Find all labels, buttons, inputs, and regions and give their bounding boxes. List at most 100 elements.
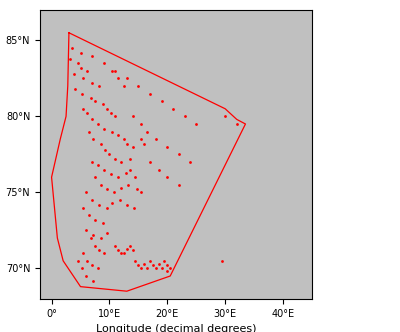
Point [182,114,188,119]
Point [78,91,85,96]
Point [129,144,136,149]
Point [88,235,94,241]
Point [126,243,133,248]
Point [138,190,144,195]
Point [144,129,150,134]
Point [118,185,124,191]
Point [98,182,104,188]
Point [124,76,130,81]
Point [117,197,123,203]
Point [88,96,94,101]
Point [138,266,144,271]
Point [108,172,114,177]
Point [89,197,95,203]
Point [126,156,133,162]
Point [84,111,91,116]
Point [86,129,92,134]
Point [132,175,139,180]
Point [222,114,228,119]
Point [118,251,124,256]
Point [72,86,78,92]
Point [115,76,121,81]
Point [121,251,127,256]
Point [164,175,170,180]
Point [84,68,91,73]
Point [111,190,117,195]
Point [98,235,104,241]
Point [77,50,84,55]
Point [152,266,159,271]
Point [78,266,85,271]
Point [164,263,170,268]
Point [89,80,95,86]
Point [121,136,127,142]
Point [95,121,101,126]
Point [144,266,150,271]
Point [103,231,110,236]
Point [147,91,153,96]
Point [100,60,107,66]
Point [74,60,81,66]
Point [80,106,87,112]
Point [100,167,107,172]
Point [125,182,131,188]
Point [80,76,87,81]
Point [89,117,95,122]
Point [187,159,194,165]
Point [99,220,106,225]
Point [90,232,96,238]
Point [69,45,75,50]
Point [90,278,96,283]
Point [147,159,153,165]
Point [158,266,165,271]
Point [150,263,156,268]
Point [170,106,176,112]
Point [100,126,107,131]
Point [96,83,102,89]
Point [84,258,91,264]
Point [176,152,182,157]
Point [115,247,121,253]
Point [89,53,95,58]
Point [74,258,81,264]
Point [106,152,113,157]
Point [103,106,110,112]
Point [96,247,102,253]
Point [135,263,142,268]
Point [80,251,87,256]
Point [112,243,118,248]
Point [102,147,108,152]
Point [121,83,127,89]
Point [103,205,110,210]
Point [126,167,133,172]
Point [80,205,87,210]
Point [193,121,200,126]
Point [129,247,136,253]
Point [89,159,95,165]
Point [89,263,95,268]
Point [112,114,118,119]
Point [130,205,137,210]
Point [83,228,90,233]
Point [103,187,110,192]
Point [124,202,130,207]
Point [108,111,114,116]
Point [124,141,130,146]
X-axis label: Longitude (decimal degrees): Longitude (decimal degrees) [96,324,256,332]
Point [124,246,130,251]
Point [112,68,118,73]
Point [158,99,165,104]
Point [122,170,129,175]
Point [100,251,107,256]
Point [83,190,90,195]
Point [92,243,98,248]
Point [109,201,116,206]
Point [161,258,168,264]
Point [92,175,98,180]
Point [109,68,116,73]
Point [134,187,140,192]
Point [112,156,118,162]
Point [156,261,162,267]
Point [77,65,84,70]
Point [167,266,174,271]
